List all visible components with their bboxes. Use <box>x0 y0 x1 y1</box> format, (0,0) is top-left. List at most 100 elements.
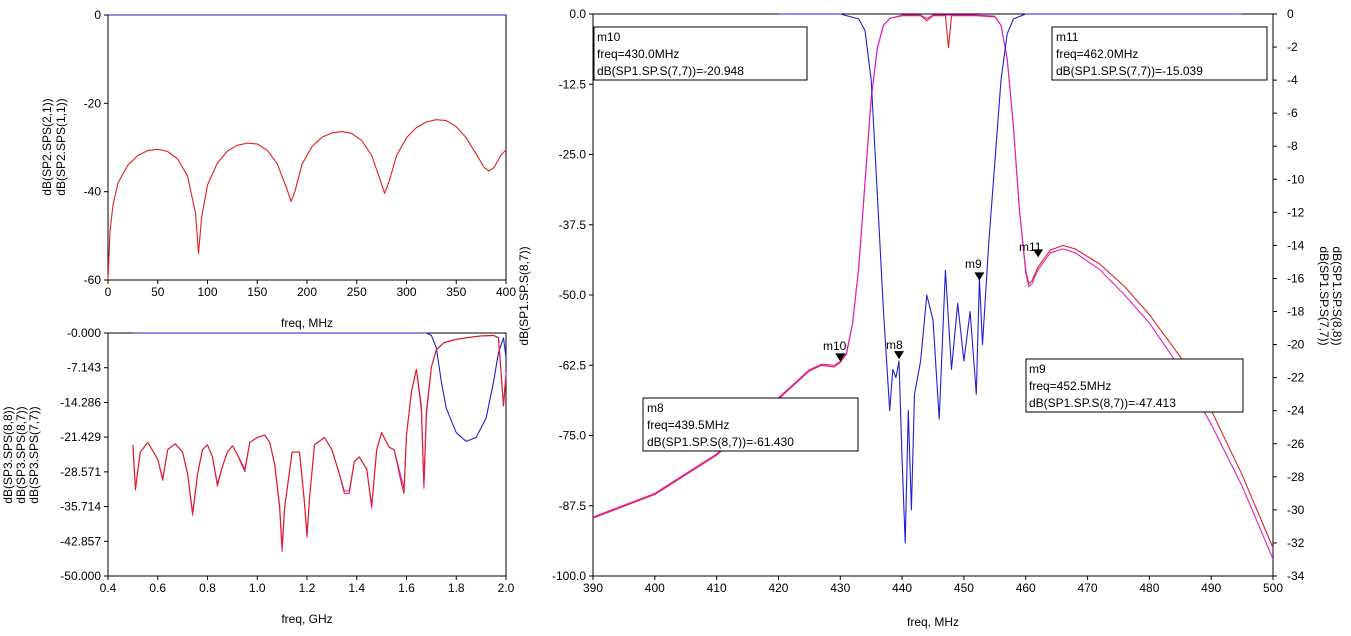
top-left-x-tick-label: 350 <box>446 285 466 299</box>
right-right-y-tick-label: -14 <box>1287 238 1305 252</box>
top-left-y-ticks: 0 -20 -40 -60 <box>84 8 108 287</box>
bottom-left-x-tick-label: 1.4 <box>348 581 365 595</box>
right-x-ticks: 390 400 410 420 430 440 450 460 470 480 490 500 <box>583 576 1283 595</box>
top-left-x-tick-label: 50 <box>151 285 165 299</box>
bottom-left-y-tick-label: -14.286 <box>60 395 101 409</box>
bottom-left-x-tick-label: 1.0 <box>249 581 266 595</box>
bottom-left-x-ticks: 0.4 0.6 0.8 1.0 1.2 1.4 1.6 1.8 2.0 <box>100 576 515 595</box>
chart-right: 390 400 410 420 430 440 450 460 470 480 490 500 0.0… <box>517 7 1344 629</box>
right-right-y-tick-label: -32 <box>1287 536 1305 550</box>
top-left-x-axis-label: freq, MHz <box>281 316 333 330</box>
right-right-y-tick-label: -26 <box>1287 437 1305 451</box>
bottom-left-y-tick-label: -35.714 <box>60 500 101 514</box>
right-y-ticks-right: 0 -2 -4 -6 -8 -10 -12 -14 -16 -18 -20 -22 -24 -26 -28 -… <box>1273 7 1305 583</box>
right-y-label-magenta: dB(SP1.SP.S(8,8)) <box>1330 246 1344 345</box>
right-right-y-tick-label: -8 <box>1287 139 1298 153</box>
marker-m10-box-value: dB(SP1.SP.S(7,7))=-20.948 <box>597 64 744 78</box>
marker-m8-box-value: dB(SP1.SP.S(8,7))=-61.430 <box>647 435 794 449</box>
right-x-tick-label: 420 <box>768 581 788 595</box>
bottom-left-y-ticks: -0.000 -7.143 -14.286 -21.429 -28.571 -35.714… <box>60 326 108 583</box>
right-right-y-tick-label: -30 <box>1287 503 1305 517</box>
right-right-y-tick-label: -22 <box>1287 371 1305 385</box>
right-left-y-tick-label: -25.0 <box>559 148 587 162</box>
top-left-y-tick-label: -40 <box>84 185 102 199</box>
bottom-left-plot-frame <box>107 332 507 577</box>
right-x-tick-label: 410 <box>707 581 727 595</box>
chart-top-left: 0 50 100 150 200 250 300 350 400 0 -20 -40 -60 freq… <box>40 8 516 330</box>
marker-m8-triangle <box>894 351 904 360</box>
bottom-left-x-tick-label: 1.8 <box>448 581 465 595</box>
top-left-series-group <box>107 14 507 281</box>
right-x-tick-label: 430 <box>830 581 850 595</box>
bottom-left-x-tick-label: 2.0 <box>498 581 515 595</box>
marker-m11-label: m11 <box>1019 240 1042 254</box>
right-right-y-tick-label: -2 <box>1287 40 1298 54</box>
bottom-left-y-tick-label: -7.143 <box>67 361 101 375</box>
right-y-label-left: dB(SP1.SP.S(8,7)) <box>517 246 531 345</box>
bottom-left-x-tick-label: 1.2 <box>299 581 316 595</box>
marker-m9-box-freq: freq=452.5MHz <box>1029 379 1111 393</box>
top-left-x-tick-label: 100 <box>197 285 217 299</box>
marker-m11-box-value: dB(SP1.SP.S(7,7))=-15.039 <box>1056 64 1203 78</box>
right-1-series-0-line <box>592 14 1274 560</box>
right-left-y-tick-label: -87.5 <box>559 499 587 513</box>
marker-m11-box-title: m11 <box>1056 30 1079 44</box>
top-left-x-tick-label: 150 <box>247 285 267 299</box>
bottom-left-y-tick-label: -21.429 <box>60 430 101 444</box>
right-plot-frame <box>592 13 1274 577</box>
bottom-left-series-1-line <box>132 334 507 553</box>
bottom-left-x-tick-label: 0.4 <box>100 581 117 595</box>
bottom-left-series-group <box>132 332 507 553</box>
bottom-left-x-tick-label: 0.6 <box>149 581 166 595</box>
bottom-left-y-label-magenta: dB(SP3.SPS(8,8)) <box>1 406 15 503</box>
top-left-y-tick-label: 0 <box>94 8 101 22</box>
bottom-left-x-tick-label: 1.6 <box>398 581 415 595</box>
right-left-y-tick-label: -12.5 <box>559 77 587 91</box>
right-x-tick-label: 470 <box>1078 581 1098 595</box>
marker-m10-box: m10 freq=430.0MHz dB(SP1.SP.S(7,7))=-20.… <box>593 26 808 81</box>
bottom-left-x-tick-label: 0.8 <box>199 581 216 595</box>
top-left-x-tick-label: 250 <box>347 285 367 299</box>
right-x-tick-label: 500 <box>1263 581 1283 595</box>
bottom-left-y-tick-label: -42.857 <box>60 534 101 548</box>
marker-m11-box-freq: freq=462.0MHz <box>1056 47 1138 61</box>
right-right-y-tick-label: -24 <box>1287 404 1305 418</box>
marker-m9-box-frame <box>1025 358 1244 413</box>
right-2-series-0-line <box>778 13 1243 544</box>
bottom-left-y-label-red: dB(SP3.SPS(7,7)) <box>27 406 41 503</box>
marker-m10-box-frame <box>593 26 808 81</box>
bottom-left-x-axis-label: freq, GHz <box>281 612 332 626</box>
right-y-ticks-left: 0.0 -12.5 -25.0 -37.5 -50.0 -62.5 -75.0 -87.5 -1… <box>552 7 593 583</box>
right-right-y-tick-label: -4 <box>1287 73 1298 87</box>
chart-bottom-left: 0.4 0.6 0.8 1.0 1.2 1.4 1.6 1.8 2.0 -0.000 -7.143… <box>1 326 515 626</box>
marker-m10-label: m10 <box>823 339 847 353</box>
marker-m8-label: m8 <box>886 338 903 352</box>
right-left-y-tick-label: -37.5 <box>559 218 587 232</box>
top-left-x-ticks: 0 50 100 150 200 250 300 350 400 <box>105 280 516 299</box>
marker-m9-box-title: m9 <box>1029 362 1046 376</box>
marker-m9-box-value: dB(SP1.SP.S(8,7))=-47.413 <box>1029 396 1176 410</box>
right-y-label-red: dB(SP1.SP.S(7,7)) <box>1317 246 1331 345</box>
marker-m9-triangle <box>974 272 985 281</box>
right-right-y-tick-label: -18 <box>1287 305 1305 319</box>
marker-m8-box: m8 freq=439.5MHz dB(SP1.SP.S(8,7))=-61.4… <box>642 397 859 452</box>
marker-m10-box-title: m10 <box>597 30 621 44</box>
marker-m9-label: m9 <box>965 257 982 271</box>
marker-m11-box: m11 freq=462.0MHz dB(SP1.SP.S(7,7))=-15.… <box>1051 26 1268 81</box>
marker-m8-box-frame <box>642 397 859 452</box>
right-x-tick-label: 450 <box>954 581 974 595</box>
marker-m10-triangle <box>835 353 846 362</box>
right-marker-triangles <box>835 249 1044 362</box>
marker-m10-box-freq: freq=430.0MHz <box>597 47 679 61</box>
right-right-y-tick-label: -34 <box>1287 569 1305 583</box>
right-x-tick-label: 400 <box>645 581 665 595</box>
top-left-x-tick-label: 400 <box>496 285 516 299</box>
top-left-x-tick-label: 0 <box>105 285 112 299</box>
top-left-y-label-blue: dB(SP2.SPS(2,1)) <box>40 98 54 195</box>
bottom-left-series-0-line <box>132 332 507 442</box>
right-left-y-tick-label: -100.0 <box>552 569 586 583</box>
right-right-y-tick-label: -10 <box>1287 172 1305 186</box>
right-x-tick-label: 480 <box>1139 581 1159 595</box>
bottom-left-y-tick-label: -28.571 <box>60 465 101 479</box>
